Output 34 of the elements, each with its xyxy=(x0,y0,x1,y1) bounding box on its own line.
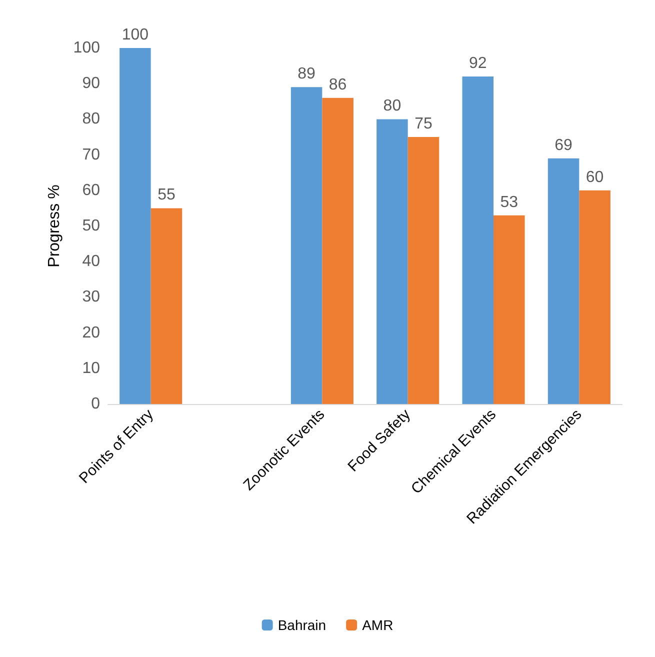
data-label: 69 xyxy=(554,136,573,154)
data-label: 60 xyxy=(586,168,604,186)
y-tick-label: 80 xyxy=(82,110,100,128)
y-tick-label: 70 xyxy=(82,146,100,164)
y-tick-label: 10 xyxy=(82,360,100,377)
y-tick-label: 40 xyxy=(82,253,100,270)
data-label: 75 xyxy=(414,116,432,132)
bar xyxy=(150,208,182,404)
bar xyxy=(494,215,525,404)
bar xyxy=(579,190,610,404)
data-label: 53 xyxy=(500,194,518,211)
y-axis-title: Progress % xyxy=(46,184,63,268)
y-tick-label: 0 xyxy=(91,396,100,412)
data-label: 89 xyxy=(298,66,316,83)
legend-label: AMR xyxy=(362,617,394,633)
data-label: 92 xyxy=(468,54,487,72)
y-tick-label: 30 xyxy=(82,288,100,306)
data-label: 100 xyxy=(122,26,149,44)
y-tick-label: 60 xyxy=(82,182,100,199)
data-label: 55 xyxy=(158,186,176,204)
y-tick-label: 100 xyxy=(73,40,100,56)
bar xyxy=(548,158,580,404)
data-label: 80 xyxy=(383,98,402,115)
bar xyxy=(408,137,440,404)
y-tick-label: 20 xyxy=(82,324,100,342)
bar xyxy=(322,98,354,404)
bar xyxy=(376,119,408,404)
bar xyxy=(290,87,322,404)
legend-label: Bahrain xyxy=(278,617,326,633)
y-tick-label: 50 xyxy=(82,218,100,234)
data-label: 86 xyxy=(328,76,347,94)
y-tick-label: 90 xyxy=(82,75,100,92)
bar xyxy=(462,76,494,404)
bar xyxy=(120,48,151,404)
